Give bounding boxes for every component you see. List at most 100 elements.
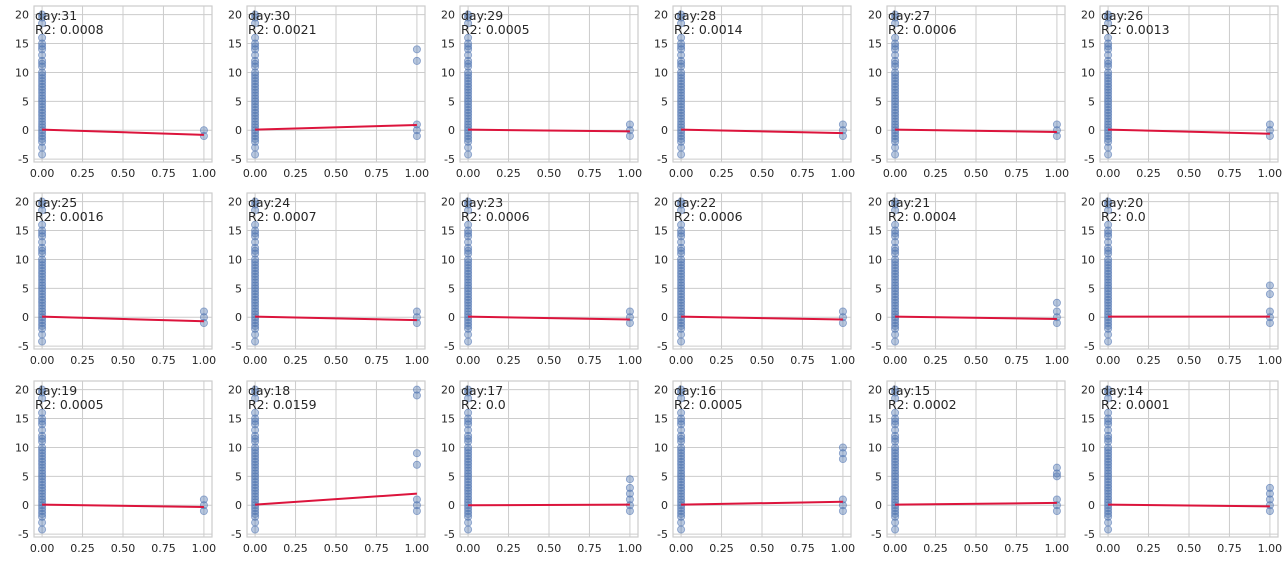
x-tick-label: 0.75 xyxy=(1004,167,1029,180)
data-point xyxy=(677,460,686,469)
data-point xyxy=(464,486,473,495)
data-point xyxy=(412,313,421,322)
data-point xyxy=(891,284,900,293)
data-point xyxy=(891,272,900,281)
r2-label: R2: 0.0005 xyxy=(674,397,743,412)
data-point xyxy=(251,272,260,281)
x-tick-label: 0.00 xyxy=(243,354,268,367)
y-tick-label: 15 xyxy=(654,225,668,238)
data-point xyxy=(625,506,634,515)
data-point xyxy=(891,103,900,112)
data-point xyxy=(891,100,900,109)
data-point xyxy=(677,443,686,452)
data-point xyxy=(1104,321,1113,330)
data-point xyxy=(1104,246,1113,255)
day-label: day:15 xyxy=(888,383,930,398)
data-point xyxy=(891,321,900,330)
data-point xyxy=(251,114,260,123)
data-point xyxy=(891,117,900,126)
data-point xyxy=(1052,307,1061,316)
data-point xyxy=(251,454,260,463)
x-tick-label: 0.75 xyxy=(1217,542,1242,555)
data-point xyxy=(677,275,686,284)
data-point xyxy=(251,475,260,484)
x-tick-label: 0.25 xyxy=(709,167,734,180)
data-point xyxy=(677,307,686,316)
data-point xyxy=(464,506,473,515)
data-point xyxy=(1265,495,1274,504)
fit-line xyxy=(681,500,843,506)
data-point xyxy=(38,68,47,77)
fit-line xyxy=(42,128,204,136)
x-tick-label: 0.00 xyxy=(1096,354,1121,367)
data-point xyxy=(251,97,260,106)
data-point xyxy=(251,103,260,112)
data-point xyxy=(464,264,473,273)
data-point xyxy=(1104,290,1113,299)
data-point xyxy=(1104,509,1113,518)
data-point xyxy=(1104,51,1113,60)
data-point xyxy=(891,77,900,86)
data-point xyxy=(891,295,900,304)
fit-line xyxy=(1108,128,1270,135)
y-tick-label: 20 xyxy=(228,9,242,22)
y-tick-label: 20 xyxy=(868,9,882,22)
y-tick-label: 5 xyxy=(235,470,242,483)
data-point xyxy=(1104,114,1113,123)
data-point xyxy=(891,71,900,80)
data-point xyxy=(251,13,260,22)
data-point xyxy=(38,275,47,284)
data-point xyxy=(464,431,473,440)
fit-line xyxy=(681,315,843,321)
data-point xyxy=(38,330,47,339)
data-point xyxy=(38,82,47,91)
x-tick-label: 1.00 xyxy=(1045,167,1070,180)
x-tick-label: 0.50 xyxy=(964,542,989,555)
data-point xyxy=(38,414,47,423)
data-point xyxy=(464,97,473,106)
data-point xyxy=(1104,10,1113,19)
data-point xyxy=(677,304,686,313)
data-point xyxy=(1104,264,1113,273)
x-tick-label: 1.00 xyxy=(192,354,217,367)
r2-label: R2: 0.0005 xyxy=(461,22,530,37)
data-point xyxy=(251,246,260,255)
data-point xyxy=(1104,287,1113,296)
data-point xyxy=(464,261,473,270)
data-point xyxy=(677,143,686,152)
data-point xyxy=(1052,131,1061,140)
data-point xyxy=(1104,512,1113,521)
data-point xyxy=(251,298,260,307)
y-tick-label: 20 xyxy=(1081,9,1095,22)
y-tick-label: -5 xyxy=(231,153,242,166)
data-point xyxy=(891,518,900,527)
data-point xyxy=(1104,88,1113,97)
axes-frame xyxy=(33,380,213,538)
data-point xyxy=(38,337,47,346)
x-tick-label: 1.00 xyxy=(618,167,643,180)
data-point xyxy=(677,80,686,89)
x-tick-label: 0.50 xyxy=(750,354,775,367)
data-point xyxy=(464,220,473,229)
data-point xyxy=(38,480,47,489)
data-point xyxy=(1104,388,1113,397)
data-point xyxy=(1104,426,1113,435)
x-tick-label: 0.75 xyxy=(790,542,815,555)
data-point xyxy=(251,108,260,117)
data-point xyxy=(677,457,686,466)
x-tick-label: 0.75 xyxy=(151,167,176,180)
data-point xyxy=(1104,446,1113,455)
data-point xyxy=(464,385,473,394)
x-tick-label: 0.00 xyxy=(1096,167,1121,180)
y-tick-label: 0 xyxy=(22,311,29,324)
data-point xyxy=(464,74,473,83)
data-point xyxy=(677,492,686,501)
data-point xyxy=(251,269,260,278)
data-point xyxy=(464,103,473,112)
x-tick-label: 0.25 xyxy=(283,542,308,555)
data-point xyxy=(1104,143,1113,152)
data-point xyxy=(38,206,47,215)
r2-label: R2: 0.0006 xyxy=(461,209,530,224)
data-point xyxy=(38,238,47,247)
data-point xyxy=(1104,269,1113,278)
